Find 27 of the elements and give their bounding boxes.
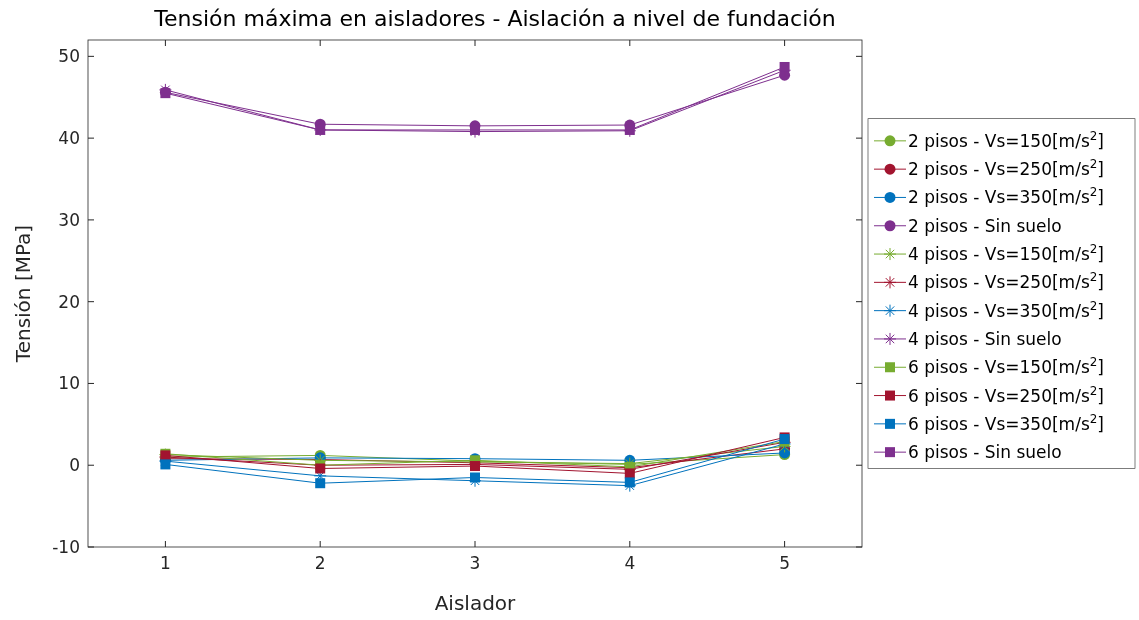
- y-tick-label: 0: [69, 455, 80, 476]
- legend-label: 2 pisos - Sin suelo: [908, 215, 1062, 236]
- y-axis-title: Tensión [MPa]: [11, 224, 35, 364]
- y-tick-label: 30: [58, 209, 80, 230]
- x-tick-label: 2: [314, 553, 326, 573]
- legend-label: 4 pisos - Vs=350[m/s$^{2}$]: [908, 298, 1104, 321]
- x-tick-label: 1: [159, 553, 171, 573]
- y-tick-label: 40: [58, 128, 80, 149]
- y-tick-label: 10: [58, 373, 80, 394]
- y-tick-label: -10: [52, 536, 80, 557]
- y-tick-label: 50: [58, 46, 80, 67]
- x-tick-label: 3: [469, 553, 481, 573]
- legend-label: 2 pisos - Vs=350[m/s$^{2}$]: [908, 185, 1104, 208]
- legend-label: 6 pisos - Vs=350[m/s$^{2}$]: [908, 411, 1104, 434]
- y-tick-label: 20: [58, 291, 80, 312]
- x-tick-label: 4: [624, 553, 636, 573]
- legend-label: 4 pisos - Vs=150[m/s$^{2}$]: [908, 242, 1104, 264]
- chart-title: Tensión máxima en aisladores - Aislación a nivel de fundación: [153, 6, 836, 31]
- x-tick-label: 5: [779, 553, 791, 573]
- legend-label: 2 pisos - Vs=150[m/s$^{2}$]: [908, 128, 1104, 151]
- x-axis-title: Aislador: [434, 591, 517, 615]
- legend-label: 2 pisos - Vs=250[m/s$^{2}$]: [908, 157, 1104, 180]
- legend-label: 6 pisos - Vs=250[m/s$^{2}$]: [908, 383, 1104, 406]
- legend-label: 6 pisos - Sin suelo: [908, 442, 1062, 463]
- legend-label: 4 pisos - Vs=250[m/s$^{2}$]: [908, 270, 1104, 293]
- legend-label: 6 pisos - Vs=150[m/s$^{2}$]: [908, 355, 1104, 378]
- legend-label: 4 pisos - Sin suelo: [908, 328, 1062, 349]
